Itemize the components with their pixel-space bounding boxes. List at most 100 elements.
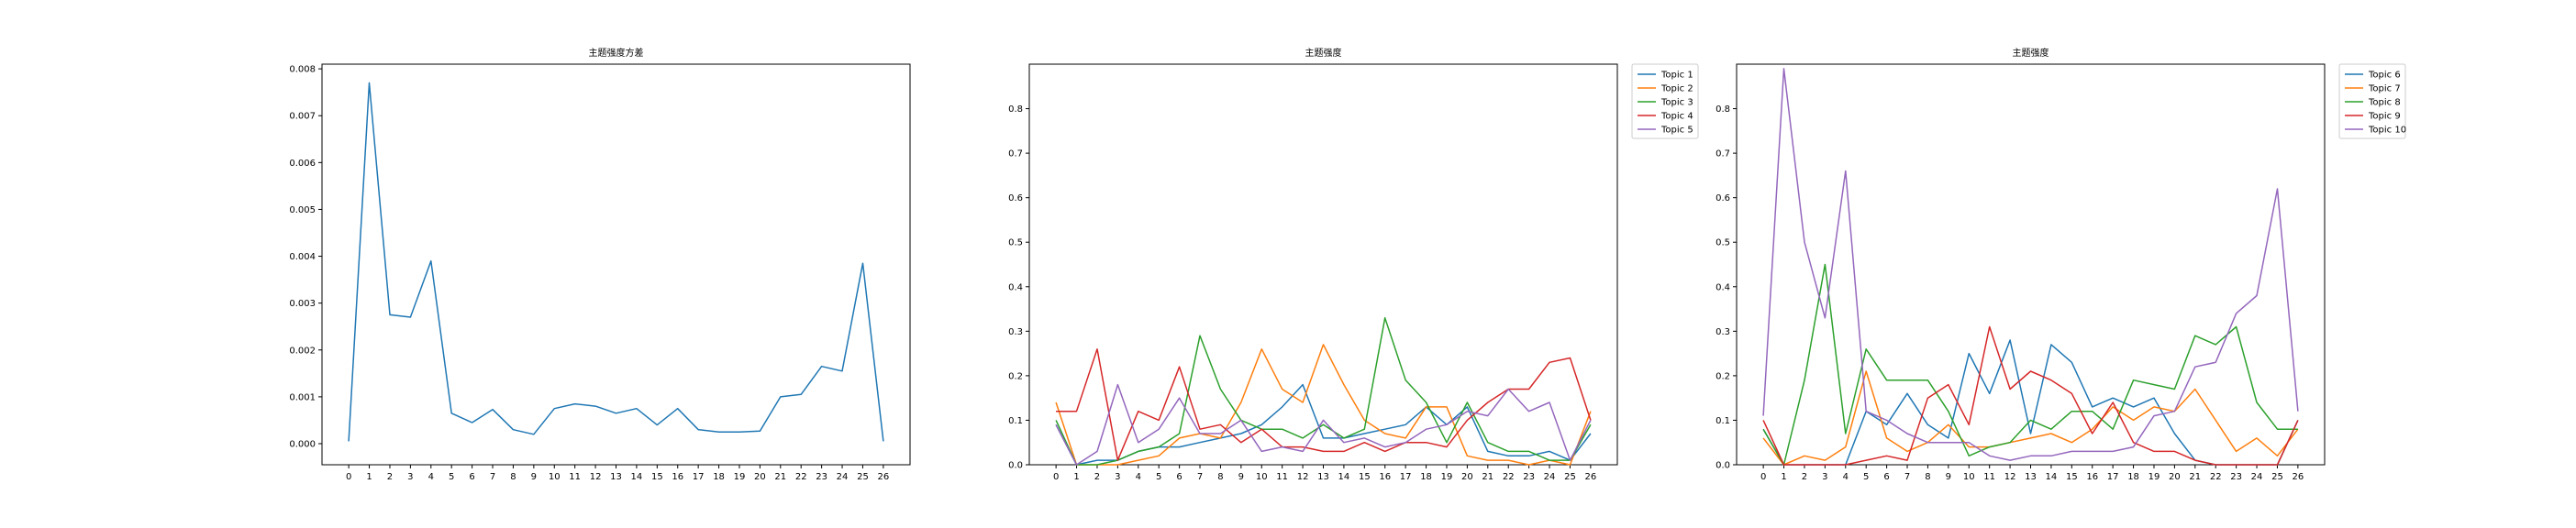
- x-tick-label: 2: [1094, 472, 1100, 482]
- x-tick-label: 0: [346, 472, 351, 482]
- x-tick-label: 0: [1760, 472, 1766, 482]
- x-tick-label: 1: [1073, 472, 1079, 482]
- y-tick-label: 0.005: [289, 205, 316, 215]
- y-tick-label: 0.002: [289, 346, 316, 356]
- legend-label: Topic 4: [1660, 112, 1693, 122]
- x-tick-label: 20: [1461, 472, 1473, 482]
- x-tick-label: 5: [449, 472, 454, 482]
- legend-label: Topic 2: [1660, 84, 1693, 94]
- x-tick-label: 11: [569, 472, 581, 482]
- x-tick-label: 23: [2230, 472, 2242, 482]
- x-tick-label: 8: [510, 472, 516, 482]
- x-tick-label: 12: [2004, 472, 2016, 482]
- y-tick-label: 0.3: [1008, 327, 1023, 337]
- y-tick-label: 0.000: [289, 440, 316, 450]
- y-tick-label: 0.6: [1715, 193, 1730, 204]
- x-tick-label: 1: [1781, 472, 1786, 482]
- chart-topics-6-10: 主题强度 0 1 2 3 4 5 6 7 8 9 10 11 12 13 14 15 16 17 18 19 20 21 2…: [1715, 47, 2406, 482]
- legend-topics-1-5: Topic 1 Topic 2 Topic 3 Topic 4 Topic 5: [1631, 63, 1699, 139]
- x-tick-label: 22: [1503, 472, 1515, 482]
- x-tick-label: 13: [1317, 472, 1329, 482]
- x-tick-label: 23: [816, 472, 827, 482]
- chart-variance-title: 主题强度方差: [589, 47, 644, 59]
- y-tick-label: 0.6: [1008, 193, 1023, 204]
- y-tick-label: 0.1: [1715, 416, 1730, 426]
- x-tick-label: 26: [2292, 472, 2304, 482]
- series-line-topic-3: [1055, 317, 1592, 466]
- chart-variance-plot: 0 1 2 3 4 5 6 7 8 9 10 11 12 13 14 15 16 17 18 19 20 21 22 23 24…: [289, 65, 889, 482]
- y-tick-label: 0.001: [289, 392, 316, 402]
- x-tick-label: 8: [1925, 472, 1930, 482]
- x-tick-label: 21: [2189, 472, 2201, 482]
- legend-topics-6-10: Topic 6 Topic 7 Topic 8 Topic 9 Topic 10: [2338, 63, 2406, 139]
- x-tick-label: 15: [2066, 472, 2078, 482]
- x-tick-label: 18: [1420, 472, 1432, 482]
- x-tick-label: 21: [774, 472, 786, 482]
- x-tick-label: 19: [2149, 472, 2160, 482]
- x-tick-label: 2: [387, 472, 393, 482]
- x-tick-label: 12: [1297, 472, 1309, 482]
- x-tick-label: 24: [1544, 472, 1556, 482]
- x-tick-label: 7: [1197, 472, 1203, 482]
- x-tick-label: 25: [857, 472, 869, 482]
- chart-topics-1-5: 主题强度 0 1 2 3 4 5 6 7 8 9 10 11 12 13 14 15 16 17 18 19 20 21 2…: [1008, 47, 1699, 482]
- x-tick-label: 13: [2025, 472, 2037, 482]
- x-tick-label: 26: [877, 472, 889, 482]
- chart-topics-1-5-title: 主题强度: [1305, 47, 1342, 59]
- series-line-topic-7: [1762, 370, 2299, 466]
- y-tick-label: 0.5: [1008, 238, 1023, 248]
- chart-topics-6-10-title: 主题强度: [2013, 47, 2049, 59]
- x-tick-label: 17: [693, 472, 705, 482]
- series-line-topic-10: [1762, 68, 2299, 461]
- legend-box: [2338, 63, 2406, 139]
- x-tick-label: 9: [531, 472, 537, 482]
- x-tick-label: 22: [2210, 472, 2222, 482]
- series-line-topic-8: [1762, 263, 2298, 466]
- y-tick-label: 0.3: [1715, 327, 1730, 337]
- legend-label: Topic 7: [2368, 84, 2401, 94]
- y-tick-label: 0.007: [289, 112, 316, 122]
- x-tick-label: 7: [1904, 472, 1910, 482]
- x-tick-label: 10: [549, 472, 561, 482]
- x-tick-label: 3: [1115, 472, 1120, 482]
- x-tick-label: 5: [1156, 472, 1161, 482]
- x-tick-label: 10: [1963, 472, 1975, 482]
- x-tick-label: 25: [2271, 472, 2283, 482]
- x-tick-label: 15: [651, 472, 663, 482]
- x-tick-label: 6: [469, 472, 474, 482]
- x-tick-label: 10: [1256, 472, 1268, 482]
- legend-label: Topic 10: [2368, 126, 2406, 136]
- y-tick-label: 0.0: [1008, 461, 1023, 471]
- x-tick-label: 13: [610, 472, 622, 482]
- x-tick-label: 6: [1176, 472, 1182, 482]
- y-tick-label: 0.2: [1715, 371, 1730, 381]
- chart-variance-frame: [321, 63, 911, 466]
- legend-label: Topic 9: [2368, 112, 2401, 122]
- x-tick-label: 14: [2046, 472, 2058, 482]
- x-tick-label: 5: [1863, 472, 1869, 482]
- x-tick-label: 9: [1946, 472, 1951, 482]
- chart-topics-1-5-frame: [1028, 63, 1618, 466]
- chart-variance: 主题强度方差 0 1 2 3 4 5 6 7 8 9 10 11 12 13 14 15 16 17 18 19 20 2…: [289, 47, 911, 482]
- x-tick-label: 2: [1802, 472, 1807, 482]
- x-tick-label: 6: [1883, 472, 1889, 482]
- x-tick-label: 24: [837, 472, 849, 482]
- x-tick-label: 19: [1441, 472, 1453, 482]
- x-tick-label: 21: [1482, 472, 1493, 482]
- y-tick-label: 0.1: [1008, 416, 1023, 426]
- legend-label: Topic 1: [1660, 71, 1693, 81]
- x-tick-label: 20: [754, 472, 766, 482]
- y-tick-label: 0.004: [289, 252, 316, 262]
- x-tick-label: 11: [1983, 472, 1995, 482]
- y-tick-label: 0.7: [1008, 149, 1023, 160]
- x-tick-label: 9: [1238, 472, 1244, 482]
- y-tick-label: 0.5: [1715, 238, 1730, 248]
- x-tick-label: 25: [1564, 472, 1576, 482]
- x-tick-label: 4: [428, 472, 434, 482]
- legend-label: Topic 5: [1660, 126, 1693, 136]
- x-tick-label: 16: [2086, 472, 2098, 482]
- x-tick-label: 16: [1379, 472, 1391, 482]
- x-tick-label: 23: [1523, 472, 1535, 482]
- x-tick-label: 17: [2107, 472, 2119, 482]
